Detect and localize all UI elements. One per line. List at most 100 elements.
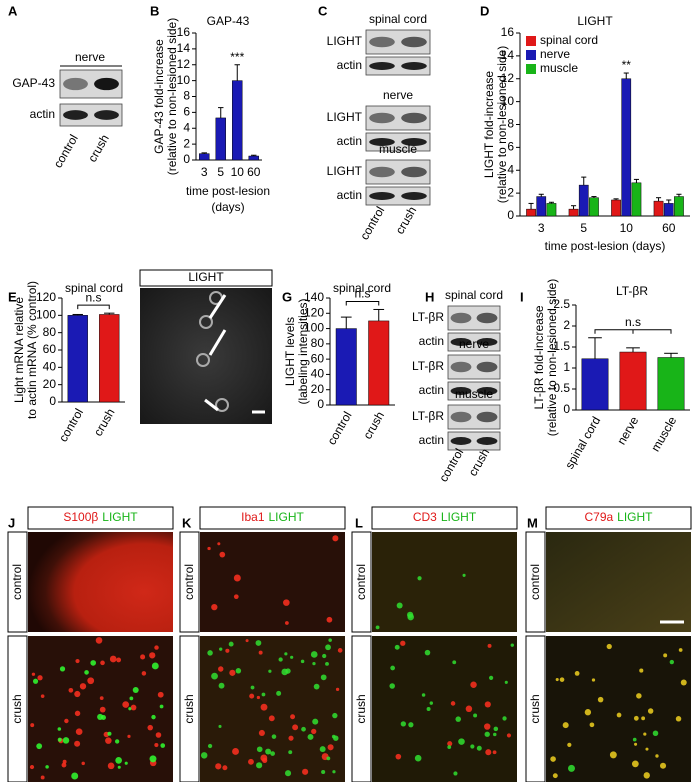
cell (219, 647, 223, 651)
panel-label: G (282, 289, 292, 304)
cell (232, 748, 239, 755)
error-bar (626, 347, 640, 353)
cell (90, 660, 97, 666)
y-tick-label: 140 (304, 290, 324, 304)
error-bar (676, 193, 682, 197)
error-bar (72, 313, 83, 316)
y-tick-label: 8 (507, 117, 514, 131)
cell (302, 768, 309, 775)
cell (249, 693, 255, 699)
legend-swatch (526, 50, 536, 60)
cell (292, 724, 299, 731)
y-tick-label: 100 (36, 308, 56, 322)
cell (265, 748, 272, 755)
cell (250, 685, 255, 690)
micrograph (546, 636, 691, 782)
annotation: n.s (625, 315, 641, 329)
cell (506, 733, 512, 738)
x-tick-label: 10 (620, 221, 634, 235)
cell (559, 677, 565, 682)
micrograph (200, 532, 345, 632)
blot-header: nerve (383, 88, 413, 102)
y-axis-label: GAP-43 fold-increase (152, 39, 166, 154)
bracket (77, 304, 110, 310)
y-tick-label: 10 (177, 73, 191, 87)
significance-bracket: n.s (77, 290, 110, 310)
bar (232, 80, 243, 161)
cell (248, 758, 254, 765)
annotation: ** (622, 58, 632, 72)
cell (81, 761, 85, 766)
cell (492, 750, 497, 755)
cell (424, 649, 431, 656)
cell (337, 648, 343, 653)
blot-row-label: LT-βR (412, 409, 444, 423)
cell (68, 687, 74, 693)
cell (211, 603, 218, 611)
cell (57, 727, 62, 731)
bar (67, 315, 88, 403)
cell (75, 728, 83, 736)
error-bar (623, 72, 629, 79)
cell (400, 721, 407, 727)
stain-label: Iba1 (241, 510, 265, 524)
x-axis-label: (days) (211, 200, 244, 214)
cell (84, 670, 89, 675)
image-header-box (27, 506, 174, 530)
panel-label: K (182, 515, 192, 530)
cell (465, 705, 473, 713)
blot-background (365, 186, 431, 206)
cell (395, 753, 402, 760)
cell (290, 655, 294, 659)
cell (218, 682, 225, 689)
cell (207, 743, 213, 749)
cell (332, 770, 336, 774)
cell (40, 775, 45, 780)
cell (155, 732, 162, 738)
cell (470, 681, 477, 688)
error-bar (218, 107, 224, 118)
panel-label: D (480, 3, 489, 18)
cell (258, 729, 265, 737)
x-tick-label: crush (360, 409, 387, 441)
chart-title: spinal cord (65, 281, 123, 295)
cell (375, 625, 380, 630)
cell (225, 648, 230, 653)
condition-label: crush (354, 694, 368, 723)
cell (62, 759, 67, 764)
error-bar (251, 154, 257, 157)
blot-row-label: LT-βR (412, 359, 444, 373)
lane-label: crush (393, 204, 420, 236)
cell (476, 745, 482, 751)
y-tick-label: 2 (563, 318, 570, 332)
cell (122, 701, 130, 708)
cell (288, 735, 294, 741)
x-tick-label: control (324, 409, 354, 447)
cell (325, 661, 329, 666)
cell (40, 694, 45, 698)
cell (147, 724, 154, 731)
blot-band (401, 192, 427, 200)
blot-header: nerve (75, 50, 105, 64)
cell (141, 671, 147, 676)
condition-label: crush (528, 694, 542, 723)
cell (127, 734, 131, 738)
bar (578, 184, 589, 217)
cell (326, 756, 331, 761)
image-header-box (139, 269, 273, 287)
cell (149, 652, 156, 659)
bar (546, 203, 557, 217)
panel-label: J (8, 515, 15, 530)
cell (115, 757, 122, 764)
micrograph (546, 532, 691, 632)
cell (271, 734, 277, 739)
error-bar (234, 64, 240, 81)
y-tick-label: 0 (183, 152, 190, 166)
bar (215, 117, 226, 161)
blot-band (401, 166, 427, 178)
x-tick-label: nerve (614, 414, 641, 447)
chart-title: spinal cord (333, 281, 391, 295)
y-tick-label: 4 (183, 120, 190, 134)
bar (653, 200, 664, 217)
cell (414, 754, 422, 762)
